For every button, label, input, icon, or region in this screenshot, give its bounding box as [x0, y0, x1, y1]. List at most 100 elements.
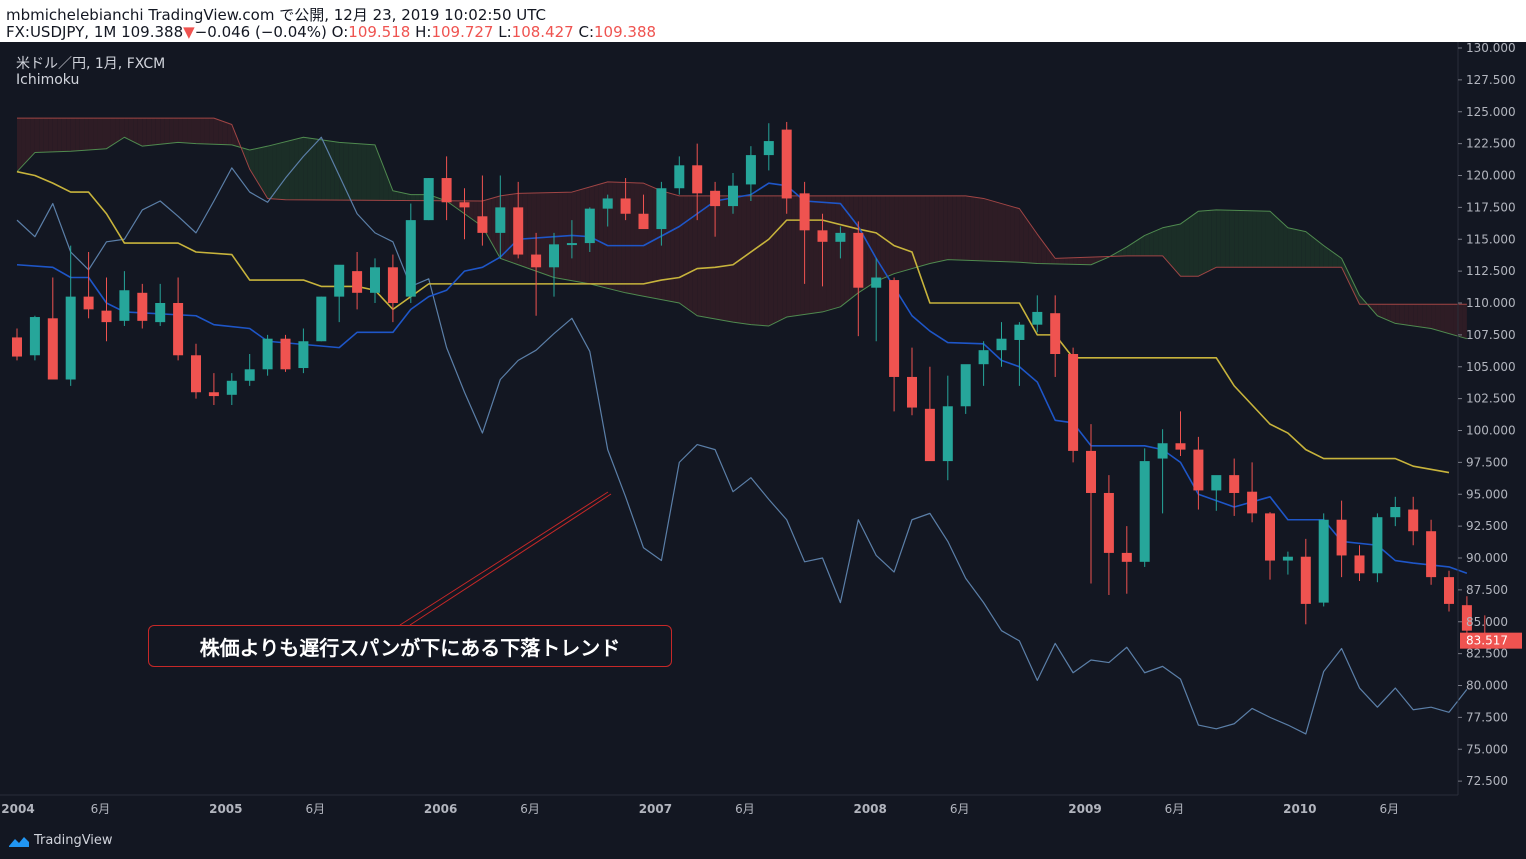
candle-body — [101, 310, 112, 323]
cloud-segment — [683, 195, 689, 310]
cloud-segment — [1202, 210, 1208, 274]
price-tick-label: 107.500 — [1466, 328, 1516, 342]
candle — [745, 146, 756, 201]
candle-body — [370, 267, 380, 293]
cloud-segment — [249, 149, 255, 177]
annotation-callout[interactable]: 株価よりも遅行スパンが下にある下落トレンド — [148, 625, 672, 667]
time-tick-label: 2005 — [209, 802, 242, 816]
cloud-segment — [710, 195, 716, 319]
time-axis[interactable]: 2004 6月 2005 6月 2006 6月 2007 6月 2008 6月 2009 6月 2010… — [0, 794, 1458, 816]
pair-legend[interactable]: 米ドル／円, 1月, FXCM — [16, 56, 166, 72]
cloud-segment — [263, 146, 268, 199]
candle — [226, 373, 237, 405]
header-bar: mbmichelebianchi TradingView.com で公開, 12… — [0, 0, 1526, 42]
candle — [1318, 513, 1329, 607]
price-tick-label: 110.000 — [1466, 296, 1516, 310]
candles — [12, 121, 1490, 645]
candle — [889, 277, 900, 412]
cloud-segment — [1162, 226, 1168, 261]
candle — [29, 315, 40, 361]
cloud-segment — [1216, 209, 1221, 268]
candle-body — [1229, 475, 1240, 493]
candle-body — [1390, 507, 1401, 518]
last-price-label: 83.517 — [1466, 634, 1508, 648]
candle — [495, 175, 506, 259]
brand-name[interactable]: TradingView — [34, 833, 113, 848]
footer-bar: TradingView — [0, 825, 1526, 859]
cloud-segment — [128, 118, 134, 142]
price-tick-label: 105.000 — [1466, 360, 1516, 374]
cloud-segment — [701, 195, 707, 318]
cloud-segment — [133, 118, 138, 144]
cloud-segment — [294, 138, 299, 200]
candle-body — [83, 296, 94, 310]
candle-body — [763, 141, 774, 156]
candle — [513, 181, 524, 259]
cloud-segment — [245, 148, 250, 170]
price-tick-label: 102.500 — [1466, 392, 1516, 406]
cloud-segment — [809, 195, 814, 314]
cloud-segment — [630, 182, 635, 295]
cloud-segment — [871, 195, 877, 285]
cloud-segment — [370, 144, 375, 201]
cloud-segment — [1431, 304, 1436, 330]
price-chart[interactable]: 130.000 127.500 125.000 122.500 120.000 117.5… — [0, 42, 1526, 825]
cloud-segment — [786, 195, 792, 318]
candle — [12, 328, 22, 361]
cloud-segment — [84, 118, 89, 151]
cloud-segment — [119, 118, 125, 141]
time-tick-label: 6月 — [1379, 802, 1399, 816]
candle — [370, 258, 380, 303]
cloud-segment — [831, 195, 836, 310]
cloud-segment — [1453, 304, 1458, 337]
cloud-segment — [1435, 304, 1441, 332]
cloud-segment — [835, 195, 841, 309]
cloud-segment — [1117, 249, 1123, 257]
price-axis[interactable]: 130.000 127.500 125.000 122.500 120.000 117.5… — [1457, 42, 1522, 795]
candle — [137, 283, 148, 329]
cloud-segment — [61, 118, 67, 152]
cloud-segment — [209, 118, 214, 145]
cloud-segment — [187, 118, 192, 144]
cloud-segment — [213, 118, 219, 145]
cloud-segment — [867, 195, 872, 288]
candle — [853, 221, 864, 337]
cloud-segment — [670, 193, 675, 303]
candle-body — [1014, 324, 1025, 340]
indicator-legend[interactable]: Ichimoku — [16, 72, 80, 88]
cloud-segment — [401, 192, 407, 201]
cloud-segment — [1099, 256, 1105, 261]
candle-body — [1318, 519, 1329, 603]
price-tick-label: 117.500 — [1466, 200, 1516, 214]
cloud-segment — [1440, 304, 1445, 333]
open-label: O: — [331, 23, 349, 41]
annotation-pointer-line — [399, 491, 609, 626]
cloud-segment — [1408, 304, 1414, 326]
cloud-segment — [536, 192, 541, 273]
cloud-segment — [531, 192, 537, 272]
cloud-segment — [388, 179, 393, 201]
cloud-segment — [1305, 231, 1311, 268]
price-change: −0.046 (−0.04%) — [194, 23, 327, 41]
candle-body — [405, 220, 416, 297]
cloud-segment — [258, 147, 264, 192]
cloud-segment — [616, 182, 622, 292]
kijun-sen-line — [16, 170, 1450, 474]
candle-body — [996, 338, 1007, 351]
price-tick-label: 100.000 — [1466, 424, 1516, 438]
candle-body — [656, 188, 667, 230]
candle — [1211, 475, 1222, 511]
candle — [1121, 526, 1132, 594]
cloud-segment — [1404, 304, 1409, 326]
candle-body — [799, 193, 810, 231]
cloud-segment — [956, 195, 962, 261]
last-price-box — [1460, 632, 1522, 649]
cloud-segment — [1064, 257, 1069, 265]
cloud-segment — [876, 195, 881, 282]
candle — [1014, 322, 1025, 386]
cloud-segment — [115, 118, 120, 143]
cloud-segment — [1126, 244, 1132, 256]
candle — [1175, 411, 1186, 456]
candle — [83, 252, 94, 319]
candle-body — [835, 232, 846, 242]
